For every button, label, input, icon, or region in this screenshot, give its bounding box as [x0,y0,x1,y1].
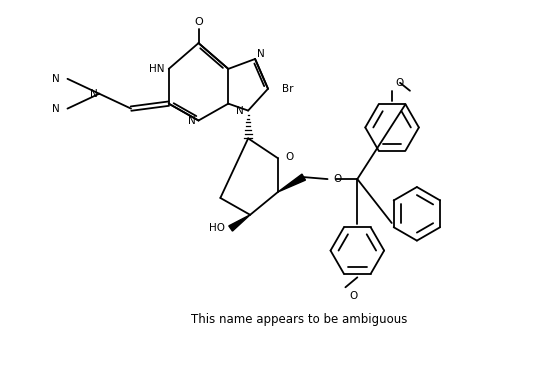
Polygon shape [278,174,306,192]
Text: N: N [236,106,244,116]
Text: O: O [349,291,358,301]
Text: HN: HN [149,64,165,74]
Text: N: N [188,116,195,125]
Text: N: N [257,49,265,59]
Text: N: N [52,74,60,84]
Text: O: O [194,17,203,27]
Text: Br: Br [282,84,293,94]
Text: N: N [52,104,60,114]
Text: HO: HO [209,223,225,233]
Text: O: O [285,152,293,162]
Text: This name appears to be ambiguous: This name appears to be ambiguous [190,312,407,326]
Text: O: O [395,78,404,88]
Polygon shape [229,215,250,231]
Text: N: N [89,89,97,99]
Text: O: O [334,174,342,184]
